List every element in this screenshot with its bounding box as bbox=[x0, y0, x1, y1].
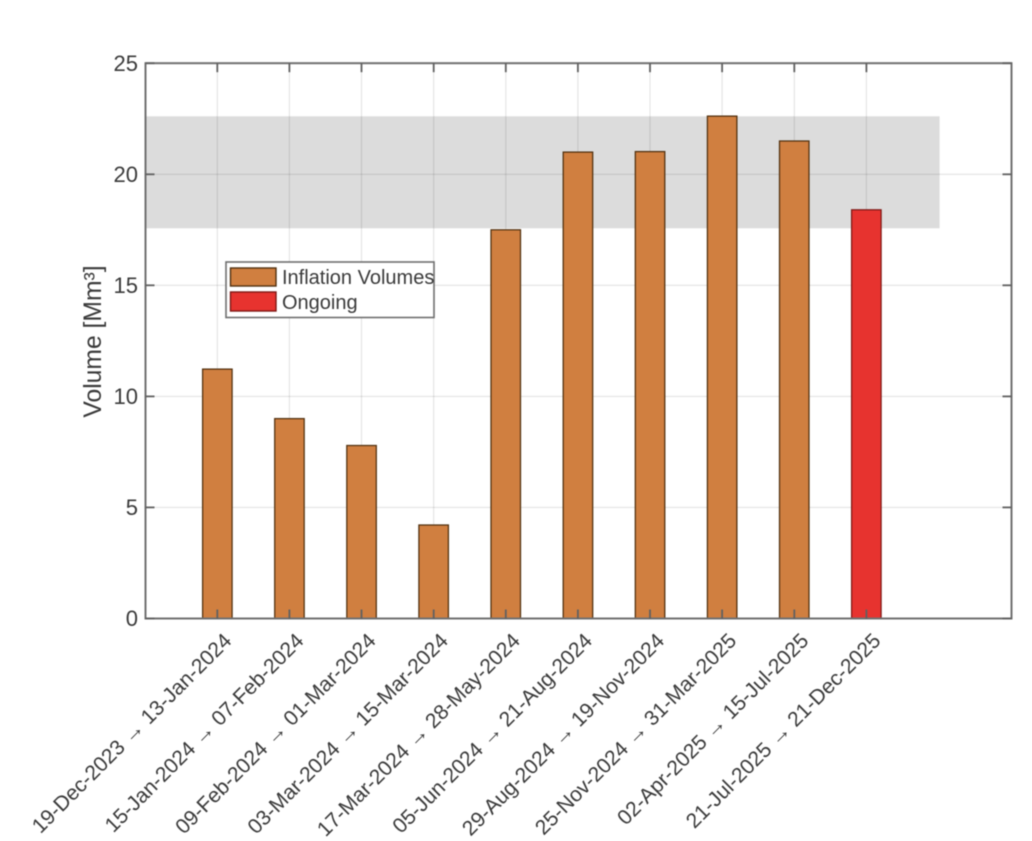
svg-text:Volume [Mm³]: Volume [Mm³] bbox=[80, 265, 107, 417]
svg-text:15: 15 bbox=[114, 273, 138, 298]
svg-text:10: 10 bbox=[114, 384, 138, 409]
svg-text:20: 20 bbox=[114, 162, 138, 187]
svg-text:0: 0 bbox=[126, 606, 138, 631]
svg-text:Ongoing: Ongoing bbox=[282, 292, 358, 314]
svg-text:5: 5 bbox=[126, 495, 138, 520]
svg-text:25: 25 bbox=[114, 51, 138, 76]
svg-text:Inflation Volumes: Inflation Volumes bbox=[282, 267, 434, 289]
